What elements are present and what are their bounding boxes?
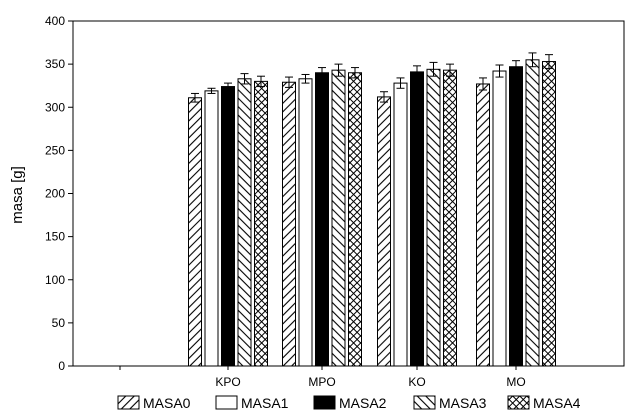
legend-label: MASA4 (533, 395, 581, 411)
bar-masa2 (221, 86, 235, 367)
y-tick-label: 150 (45, 230, 65, 244)
bar-masa0 (476, 83, 490, 367)
error-bar (334, 63, 343, 77)
y-tick-label: 350 (45, 57, 65, 71)
legend-label: MASA3 (439, 395, 487, 411)
y-axis-title: masa [g] (9, 166, 26, 224)
legend-swatch (413, 395, 436, 410)
y-tick-label: 400 (45, 14, 65, 28)
y-tick-label: 200 (45, 187, 65, 201)
bar-masa1 (298, 78, 313, 367)
legend-swatch (117, 395, 140, 410)
bar-masa1 (492, 70, 507, 367)
legend-label: MASA2 (339, 395, 387, 411)
error-bar (191, 92, 199, 103)
error-bar (351, 67, 359, 79)
legend-item-masa0: MASA0 (117, 395, 191, 411)
legend-label: MASA0 (143, 395, 191, 411)
error-bar (413, 65, 421, 79)
legend-label: MASA1 (241, 395, 289, 411)
legend: MASA0 MASA1 MASA2 MASA3 MASA4 (117, 395, 581, 411)
bar-masa2 (410, 71, 424, 367)
x-tick-label: KO (408, 375, 425, 389)
bar-masa4 (542, 61, 556, 367)
legend-swatch (313, 395, 336, 410)
bar-masa4 (348, 72, 362, 367)
bar-masa3 (331, 69, 346, 367)
error-bar (528, 52, 537, 68)
bar-masa3 (237, 78, 252, 367)
legend-item-masa2: MASA2 (313, 395, 387, 411)
error-bar (512, 60, 520, 74)
error-bar (207, 87, 216, 94)
y-tick-label: 300 (45, 100, 65, 114)
error-bar (285, 76, 293, 88)
legend-item-masa1: MASA1 (215, 395, 289, 411)
error-bar (429, 61, 438, 77)
bar-masa3 (525, 59, 540, 367)
error-bar (446, 63, 454, 77)
y-axis: 0 50 100 150 200 250 300 350 400 (45, 14, 73, 373)
error-bar (318, 67, 326, 79)
error-bar (396, 77, 405, 89)
bar-masa2 (315, 72, 329, 367)
x-tick-label: MPO (308, 375, 335, 389)
bar-masa1 (204, 90, 219, 367)
y-tick-label: 0 (58, 359, 65, 373)
y-tick-label: 100 (45, 273, 65, 287)
y-tick-label: 250 (45, 143, 65, 157)
error-bar (301, 73, 310, 84)
legend-swatch (215, 395, 238, 410)
bar-masa4 (443, 69, 457, 367)
bar-masa3 (426, 68, 441, 367)
legend-swatch (507, 395, 530, 410)
error-bar (240, 73, 249, 85)
legend-item-masa4: MASA4 (507, 395, 581, 411)
error-bar (545, 54, 553, 69)
error-bar (257, 75, 265, 88)
y-axis-title-group: masa [g] (9, 166, 26, 224)
bar-masa0 (188, 97, 202, 367)
x-axis: KPO MPO KO MO (119, 366, 526, 389)
x-tick-label: MO (506, 375, 525, 389)
x-tick-label: KPO (215, 375, 240, 389)
bar-series-group (188, 52, 556, 367)
error-bar (380, 91, 388, 103)
bar-masa4 (254, 80, 268, 367)
y-tick-label: 50 (52, 316, 66, 330)
bar-masa0 (282, 81, 296, 367)
error-bar (479, 77, 487, 91)
bar-masa2 (509, 66, 523, 367)
bar-masa0 (377, 96, 391, 367)
error-bar (224, 82, 232, 91)
error-bar (495, 64, 504, 78)
legend-item-masa3: MASA3 (413, 395, 487, 411)
bar-masa1 (393, 82, 408, 367)
